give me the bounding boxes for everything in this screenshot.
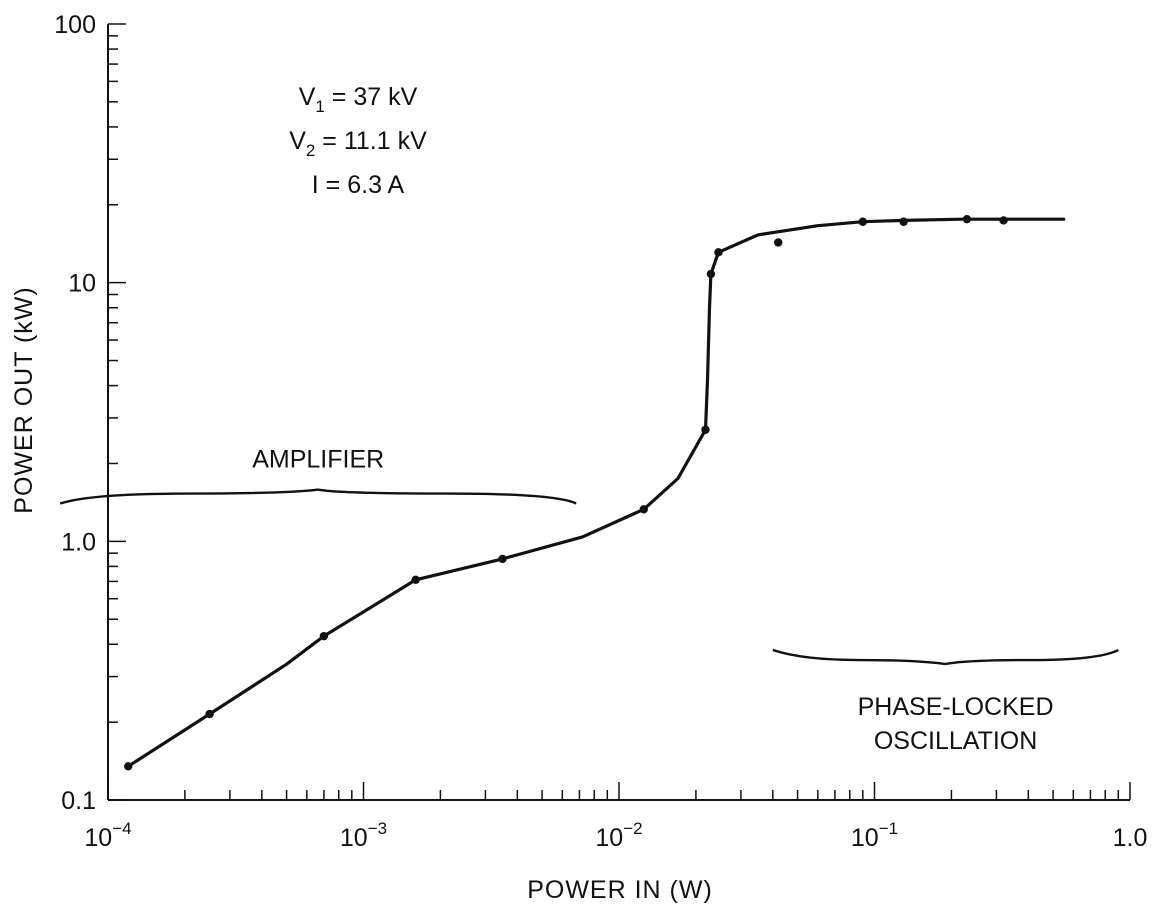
region-braces: [59, 488, 1119, 666]
axes: [107, 24, 1130, 801]
x-tick-base: 10: [84, 824, 112, 852]
x-tick-base: 10: [851, 824, 879, 852]
region-brace: [59, 488, 577, 505]
x-tick-exponent: −3: [368, 819, 387, 838]
param-main: I = 6.3 A: [312, 171, 405, 199]
param-subscript: 1: [315, 97, 324, 116]
data-point: [899, 217, 908, 226]
data-point: [714, 248, 723, 257]
data-point: [639, 505, 648, 514]
y-tick-label: 1.0: [61, 528, 96, 556]
x-tick-base: 1.0: [1113, 824, 1148, 852]
y-tick-label: 0.1: [61, 787, 96, 815]
param-value: = 37 kV: [325, 83, 418, 111]
x-tick-exponent: −2: [623, 819, 642, 838]
data-point: [124, 762, 133, 771]
x-tick-label: 10−3: [340, 819, 387, 852]
x-tick-label: 10−4: [84, 819, 131, 852]
ticks: [107, 23, 1131, 801]
data-point: [411, 575, 420, 585]
y-tick-label: 100: [54, 11, 96, 39]
x-tick-base: 10: [340, 824, 368, 852]
parameter-label: V2 = 11.1 kV: [289, 127, 427, 160]
x-tick-exponent: −4: [112, 819, 131, 838]
x-tick-label: 10−1: [851, 819, 898, 852]
region-label: OSCILLATION: [874, 727, 1037, 755]
parameter-label: I = 6.3 A: [312, 171, 405, 199]
parameter-label: V1 = 37 kV: [299, 83, 418, 116]
param-main: V: [289, 127, 306, 155]
region-label: AMPLIFIER: [252, 446, 384, 474]
data-point: [319, 631, 329, 641]
y-axis-title: POWER OUT (kW): [10, 286, 38, 513]
data-point: [701, 425, 710, 434]
x-tick-label: 10−2: [595, 819, 642, 852]
data-points-layer: [124, 214, 1008, 771]
param-subscript: 2: [306, 141, 315, 160]
x-tick-base: 10: [595, 824, 623, 852]
data-point: [774, 238, 783, 247]
data-point: [999, 216, 1008, 225]
param-main: V: [299, 83, 316, 111]
annotation-layer: AMPLIFIER PHASE-LOCKED OSCILLATION V1 = 37 …: [252, 83, 1053, 755]
param-value: = 11.1 kV: [315, 127, 427, 155]
data-point: [205, 709, 214, 719]
x-tick-exponent: −1: [879, 819, 898, 838]
data-point: [858, 217, 868, 226]
data-point: [962, 214, 972, 224]
region-brace: [772, 648, 1119, 666]
region-label: PHASE-LOCKED: [858, 693, 1054, 721]
x-tick-label: 1.0: [1113, 824, 1148, 852]
data-point: [706, 269, 716, 279]
data-point: [498, 554, 507, 564]
x-axis-title: POWER IN (W): [527, 876, 713, 904]
y-tick-label: 10: [68, 270, 96, 298]
